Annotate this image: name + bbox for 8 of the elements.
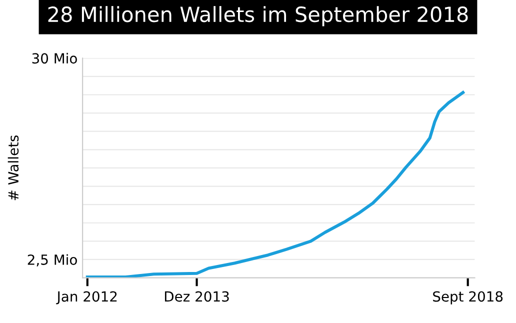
x-tick-label: Sept 2018 bbox=[433, 291, 503, 304]
line-series bbox=[86, 91, 465, 278]
y-tick-label: 30 Mio bbox=[32, 52, 77, 64]
y-axis-title: # Wallets bbox=[8, 135, 19, 200]
y-tick-label: 2,5 Mio bbox=[28, 254, 77, 266]
x-tick-label: Jan 2012 bbox=[56, 291, 117, 304]
x-tick-label: Dez 2013 bbox=[164, 291, 229, 302]
chart-title: 28 Millionen Wallets im September 2018 bbox=[48, 6, 468, 26]
